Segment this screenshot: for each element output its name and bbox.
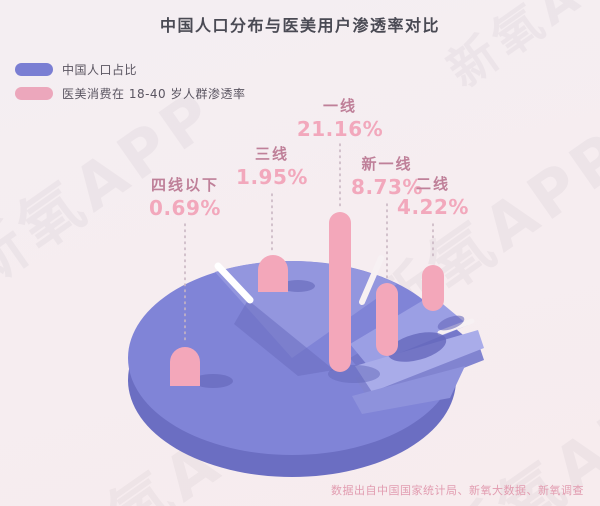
shadow-tier4-stub bbox=[193, 374, 233, 388]
annotation-newtier1: 新一线 8.73% bbox=[327, 153, 447, 199]
bar-tier4 bbox=[170, 347, 200, 386]
annotation-newtier1-name: 新一线 bbox=[361, 155, 413, 173]
annotation-tier1-value: 21.16% bbox=[296, 117, 384, 141]
annotation-newtier1-value: 8.73% bbox=[351, 175, 423, 199]
annotation-tier2-value: 4.22% bbox=[397, 195, 469, 219]
legend-label-penetration: 医美消费在 18-40 岁人群渗透率 bbox=[62, 87, 246, 101]
annotation-tier4: 四线以下 0.69% bbox=[125, 174, 245, 220]
legend-item-population: 中国人口占比 bbox=[15, 61, 246, 78]
legend-item-penetration: 医美消费在 18-40 岁人群渗透率 bbox=[15, 85, 246, 102]
annotation-tier3-value: 1.95% bbox=[236, 165, 308, 189]
annotation-tier2: 二线 4.22% bbox=[373, 173, 493, 219]
legend-swatch-pink bbox=[15, 87, 53, 100]
legend: 中国人口占比 医美消费在 18-40 岁人群渗透率 bbox=[15, 61, 246, 109]
bar-newtier1 bbox=[376, 283, 398, 356]
bar-tier2 bbox=[422, 265, 444, 311]
pie-fan-sliver-2 bbox=[352, 366, 465, 414]
data-source-footnote: 数据出自中国国家统计局、新氧大数据、新氧调查 bbox=[331, 484, 584, 497]
bar-tier1 bbox=[329, 212, 351, 372]
annotation-tier3: 三线 1.95% bbox=[212, 143, 332, 189]
shadow-tier2-bar bbox=[437, 315, 465, 331]
annotation-tier3-name: 三线 bbox=[254, 145, 289, 163]
shadow-newtier1-bar bbox=[387, 332, 447, 362]
bar-tier3 bbox=[258, 255, 288, 292]
shadow-tier3-stub bbox=[281, 280, 315, 292]
annotation-tier4-name: 四线以下 bbox=[150, 176, 219, 194]
pie-gap-cut-top-right bbox=[359, 255, 384, 305]
pie-gap-cut-left bbox=[214, 262, 254, 304]
pie-fan-sliver-top bbox=[355, 330, 484, 392]
legend-label-population: 中国人口占比 bbox=[62, 63, 138, 77]
annotation-tier4-value: 0.69% bbox=[149, 196, 221, 220]
legend-swatch-purple bbox=[15, 63, 53, 76]
annotation-tier1-name: 一线 bbox=[322, 97, 357, 115]
annotation-tier2-name: 二线 bbox=[415, 175, 450, 193]
pie-shadow-boundary bbox=[234, 300, 334, 376]
annotation-tier1: 一线 21.16% bbox=[280, 95, 400, 141]
chart-title: 中国人口分布与医美用户渗透率对比 bbox=[159, 16, 440, 35]
